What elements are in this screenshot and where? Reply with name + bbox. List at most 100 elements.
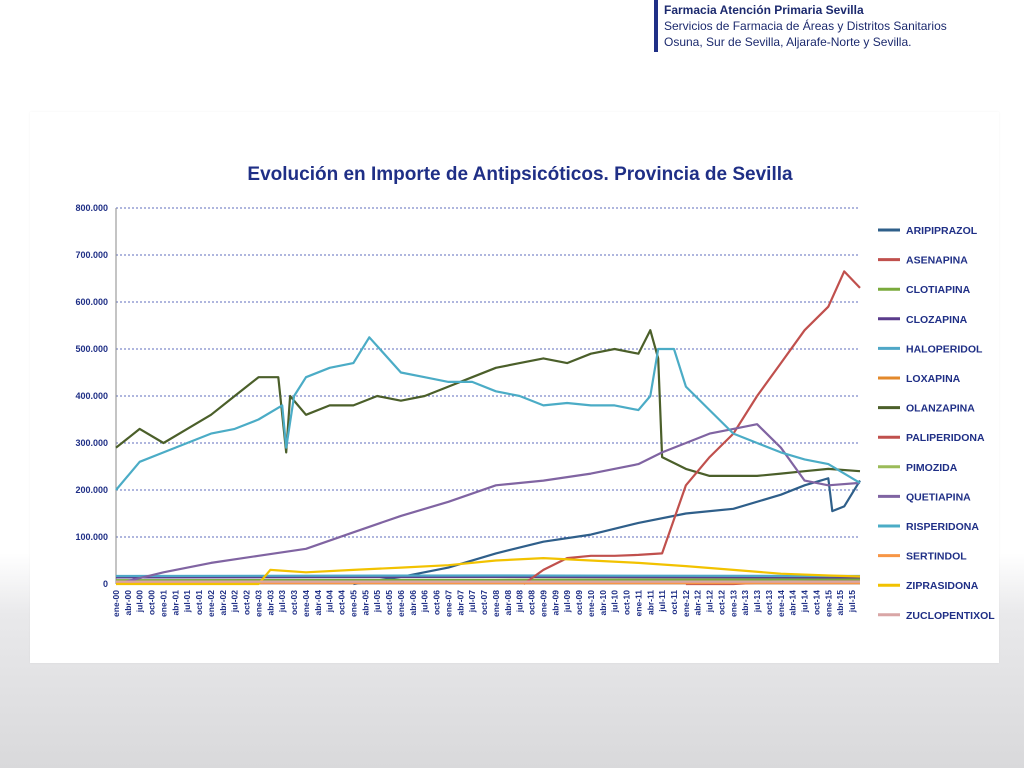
series-line-olanzapina: [115, 329, 861, 477]
x-tick-label: jul-00: [135, 590, 145, 613]
x-tick-label: ene-07: [443, 590, 453, 617]
legend-label: CLOZAPINA: [906, 314, 968, 326]
x-axis-ticks: ene-00 abr-00 jul-00 oct-00 ene-01 abr-01 jul-…: [111, 590, 857, 617]
series-line-risperidona: [115, 336, 861, 491]
x-tick-label: oct-12: [716, 590, 726, 615]
x-tick-label: ene-00: [111, 590, 121, 617]
x-tick-label: jul-07: [467, 590, 477, 613]
y-tick-label: 700.000: [75, 250, 108, 260]
x-tick-label: abr-00: [123, 590, 133, 616]
x-tick-label: oct-11: [669, 590, 679, 615]
header-accent-bar: [654, 0, 658, 52]
x-tick-label: abr-11: [645, 590, 655, 615]
x-tick-label: oct-10: [622, 590, 632, 615]
x-tick-label: jul-15: [847, 590, 857, 613]
x-tick-label: jul-12: [705, 590, 715, 613]
x-tick-label: jul-13: [752, 590, 762, 613]
y-tick-label: 400.000: [75, 391, 108, 401]
x-tick-label: abr-02: [218, 590, 228, 616]
x-tick-label: oct-07: [479, 590, 489, 615]
header-subtitle-2: Osuna, Sur de Sevilla, Aljarafe-Norte y …: [664, 35, 912, 49]
line-chart: Evolución en Importe de Antipsicóticos. …: [75, 164, 995, 622]
x-tick-label: ene-10: [586, 590, 596, 617]
x-tick-label: abr-03: [265, 590, 275, 616]
x-tick-label: oct-09: [574, 590, 584, 615]
x-tick-label: abr-05: [360, 590, 370, 616]
x-tick-label: ene-13: [728, 590, 738, 617]
legend-label: ZUCLOPENTIXOL: [906, 610, 995, 622]
x-tick-label: ene-08: [491, 590, 501, 617]
x-tick-label: jul-10: [610, 590, 620, 613]
x-tick-label: jul-08: [515, 590, 525, 613]
y-tick-label: 100.000: [75, 532, 108, 542]
grid: [115, 207, 860, 585]
x-tick-label: oct-03: [289, 590, 299, 615]
legend-label: RISPERIDONA: [906, 521, 979, 533]
y-tick-label: 800.000: [75, 203, 108, 213]
header-title: Farmacia Atención Primaria Sevilla: [664, 3, 864, 17]
legend-label: LOXAPINA: [906, 373, 961, 385]
x-tick-label: abr-06: [408, 590, 418, 616]
x-tick-label: abr-07: [455, 590, 465, 616]
x-tick-label: oct-02: [242, 590, 252, 615]
x-tick-label: jul-05: [372, 590, 382, 613]
x-tick-label: abr-08: [503, 590, 513, 616]
x-tick-label: ene-15: [823, 590, 833, 617]
series-line-haloperidol: [115, 574, 860, 578]
y-tick-label: 0: [103, 579, 108, 589]
x-tick-label: oct-14: [811, 590, 821, 615]
x-tick-label: jul-03: [277, 590, 287, 613]
x-tick-label: ene-12: [681, 590, 691, 617]
legend-label: HALOPERIDOL: [906, 343, 983, 355]
x-tick-label: abr-10: [598, 590, 608, 616]
header-text: Farmacia Atención Primaria Sevilla Servi…: [664, 2, 947, 50]
legend-label: ZIPRASIDONA: [906, 580, 979, 592]
x-tick-label: abr-04: [313, 590, 323, 616]
x-tick-label: abr-14: [788, 590, 798, 616]
header-subtitle-1: Servicios de Farmacia de Áreas y Distrit…: [664, 19, 947, 33]
x-tick-label: ene-06: [396, 590, 406, 617]
series-line-ziprasidona: [116, 557, 861, 586]
series-line-clotiapina: [115, 578, 860, 582]
x-tick-label: ene-03: [253, 590, 263, 617]
x-tick-label: oct-00: [147, 590, 157, 615]
x-tick-label: ene-02: [206, 590, 216, 617]
x-tick-label: oct-08: [527, 590, 537, 615]
legend-label: SERTINDOL: [906, 551, 967, 563]
x-tick-label: jul-14: [800, 590, 810, 613]
x-tick-label: jul-01: [182, 590, 192, 613]
series-line-clozapina: [115, 575, 860, 579]
legend-label: ARIPIPRAZOL: [906, 225, 978, 237]
x-tick-label: jul-04: [325, 590, 335, 613]
x-tick-label: ene-04: [301, 590, 311, 617]
x-tick-label: oct-05: [384, 590, 394, 615]
y-tick-label: 600.000: [75, 297, 108, 307]
series-line-aripiprazol: [353, 477, 861, 586]
legend-label: QUETIAPINA: [906, 491, 971, 503]
x-tick-label: ene-09: [538, 590, 548, 617]
x-tick-label: oct-01: [194, 590, 204, 615]
x-tick-label: abr-15: [835, 590, 845, 616]
x-tick-label: ene-05: [348, 590, 358, 617]
x-tick-label: jul-06: [420, 590, 430, 613]
x-tick-label: oct-04: [337, 590, 347, 615]
x-tick-label: abr-01: [170, 590, 180, 616]
x-tick-label: oct-06: [432, 590, 442, 615]
x-tick-label: oct-13: [764, 590, 774, 615]
y-tick-label: 500.000: [75, 344, 108, 354]
y-axis-ticks: 0 100.000 200.000 300.000 400.000 500.000 600.…: [75, 203, 108, 589]
series-line-quetiapina: [115, 423, 861, 586]
series-line-paliperidona: [522, 270, 861, 585]
x-tick-label: jul-02: [230, 590, 240, 613]
legend-label: PIMOZIDA: [906, 462, 958, 474]
legend-label: OLANZAPINA: [906, 403, 975, 415]
y-tick-label: 300.000: [75, 438, 108, 448]
chart-title: Evolución en Importe de Antipsicóticos. …: [247, 164, 793, 185]
x-tick-label: abr-09: [550, 590, 560, 616]
legend-label: ASENAPINA: [906, 255, 968, 267]
x-tick-label: abr-13: [740, 590, 750, 616]
x-tick-label: ene-01: [158, 590, 168, 617]
legend: ARIPIPRAZOL ASENAPINA CLOTIAPINA CLOZAPINA H…: [878, 225, 995, 622]
x-tick-label: ene-11: [633, 590, 643, 617]
x-tick-label: abr-12: [693, 590, 703, 616]
